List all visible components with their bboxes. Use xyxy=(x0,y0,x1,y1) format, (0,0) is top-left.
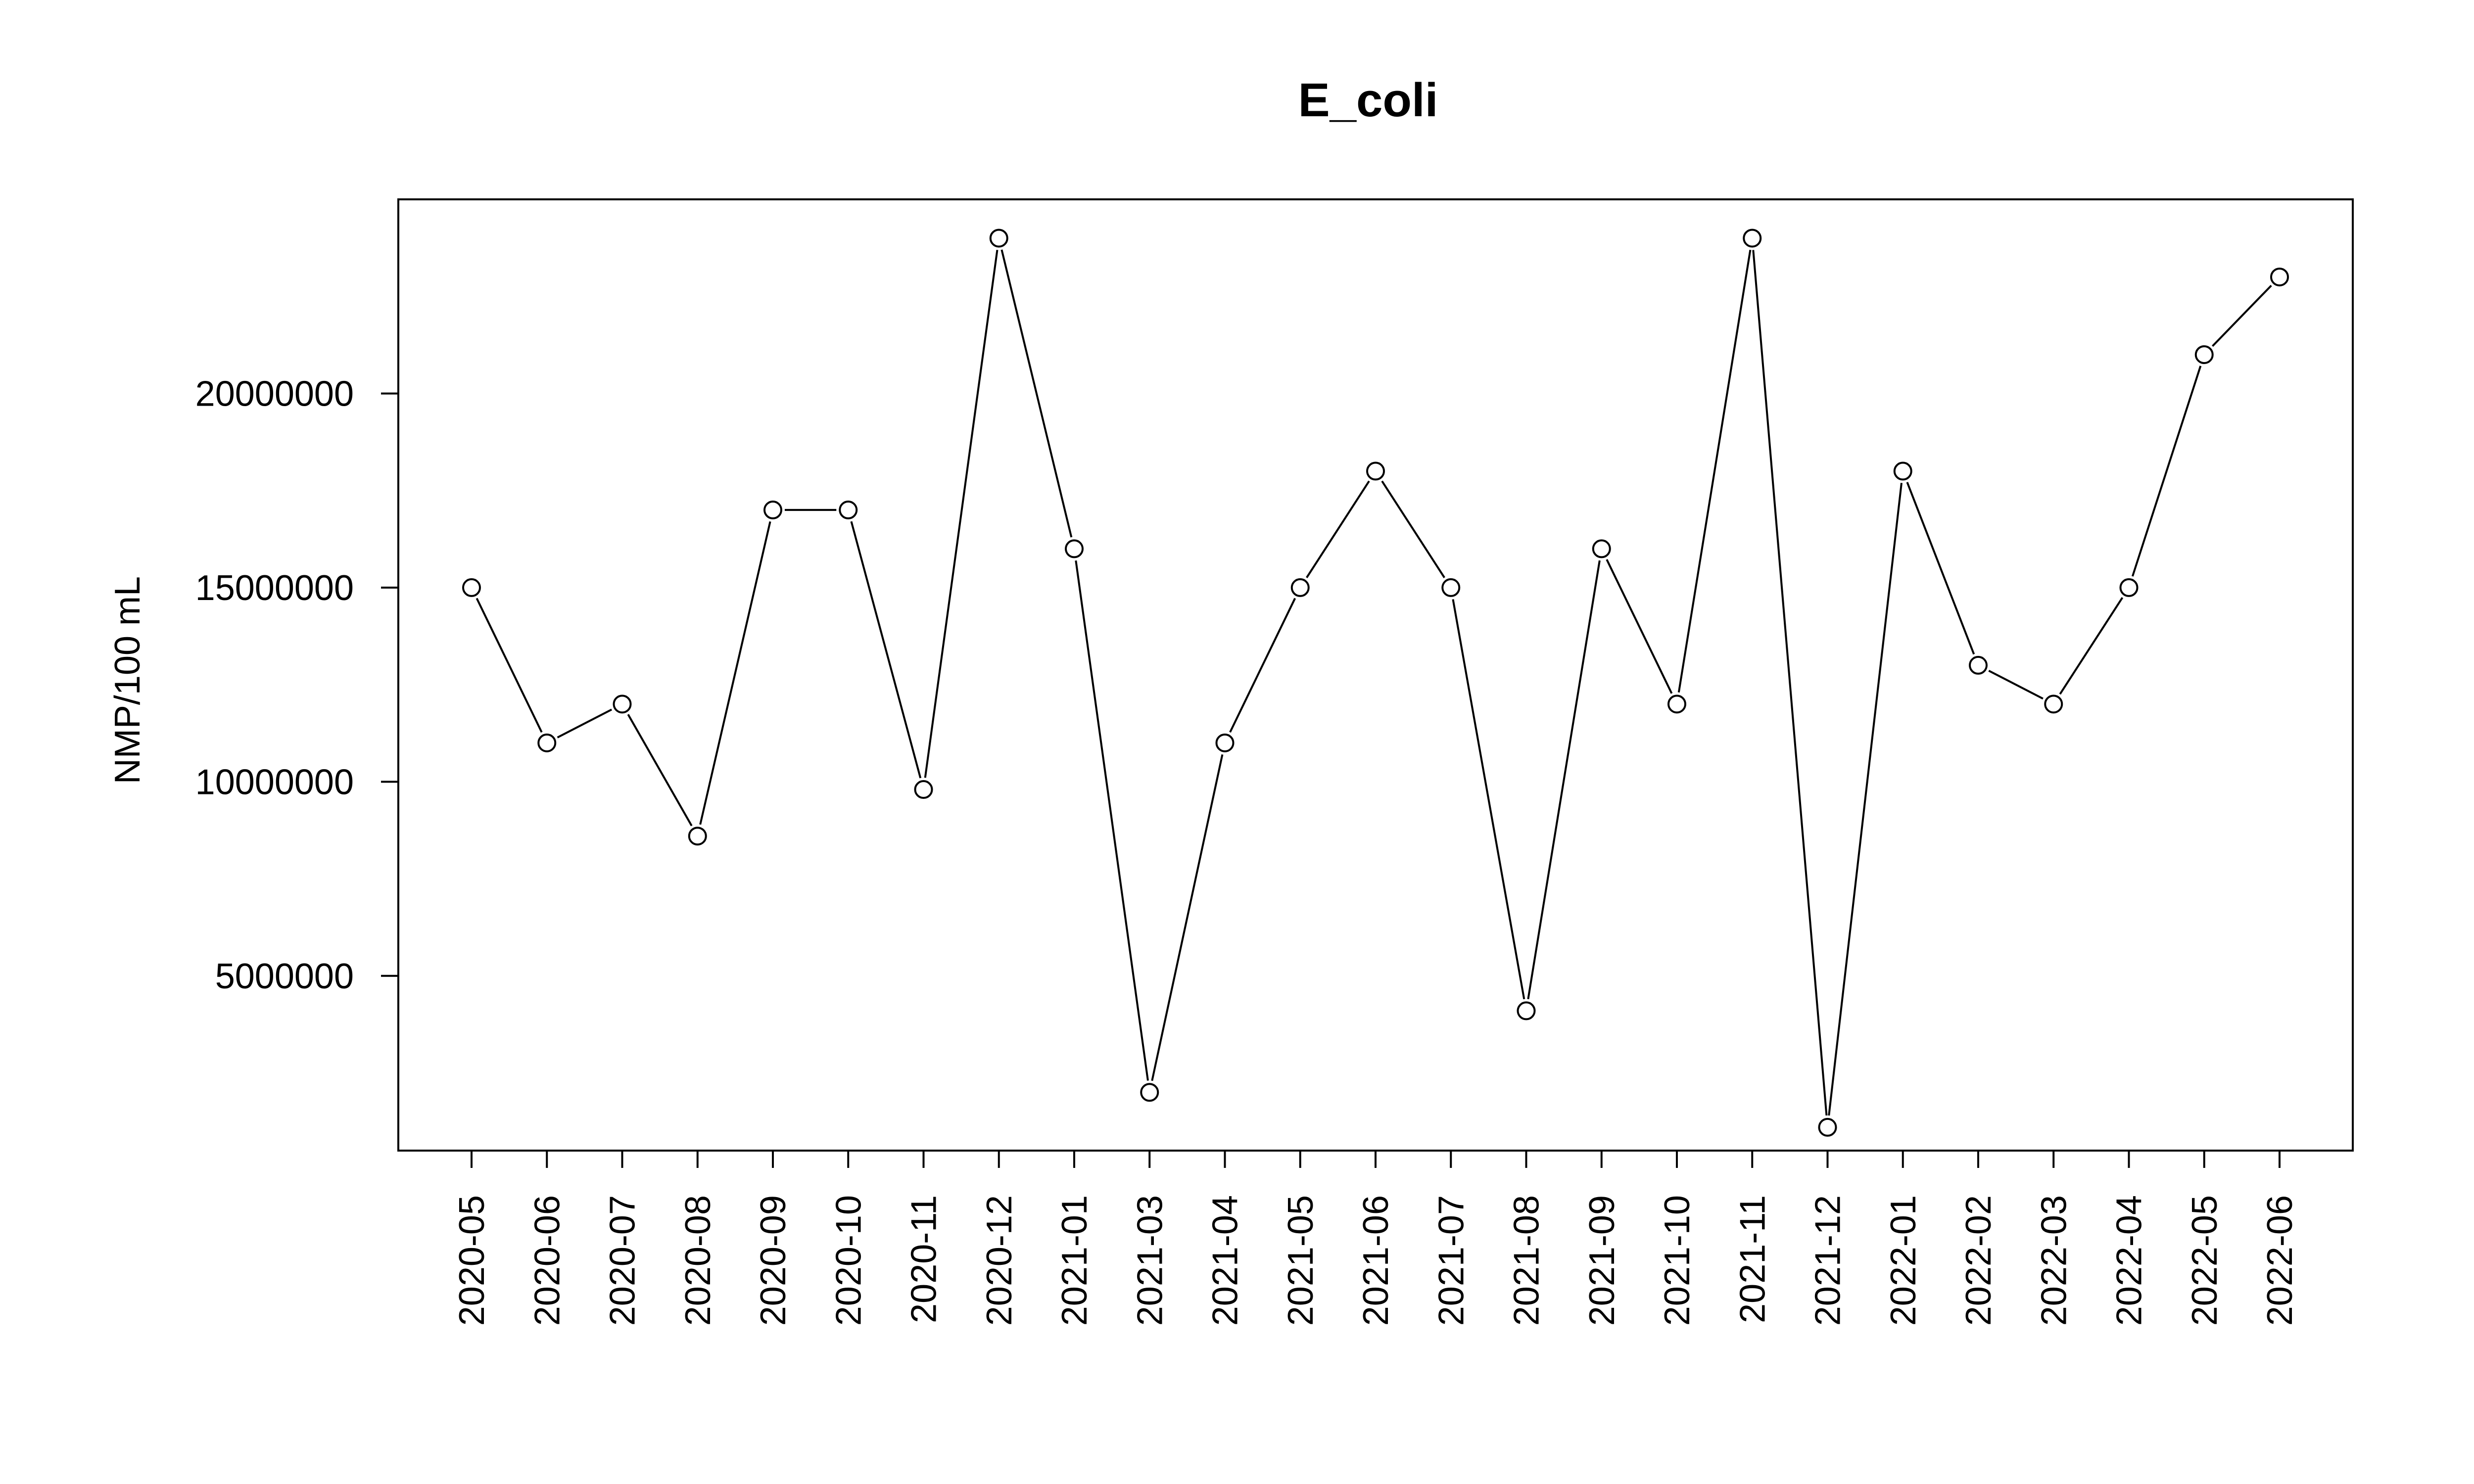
data-point xyxy=(763,500,782,519)
data-point xyxy=(1969,655,1988,675)
x-tick-label: 2021-12 xyxy=(1808,1195,1848,1326)
x-tick-label: 2021-07 xyxy=(1431,1195,1471,1326)
line-segment xyxy=(699,521,771,825)
data-point xyxy=(839,500,858,519)
data-point xyxy=(1215,733,1235,752)
line-segment xyxy=(1381,480,1445,578)
x-tick-label: 2020-11 xyxy=(904,1195,944,1323)
data-point xyxy=(2044,695,2063,714)
x-axis: 2020-05 2020-06 2020-07 2020-08 2020-09 2020-… xyxy=(452,1150,2300,1326)
line-segment xyxy=(2131,366,2202,577)
line-segment xyxy=(1075,560,1149,1081)
x-tick-label: 2020-10 xyxy=(829,1195,868,1326)
x-tick-label: 2022-03 xyxy=(2034,1195,2074,1326)
data-point xyxy=(1893,462,1912,481)
x-tick-label: 2021-04 xyxy=(1206,1195,1245,1326)
y-tick-label: 20000000 xyxy=(195,374,354,414)
data-point xyxy=(1517,1001,1536,1020)
y-axis-label: NMP/100 mL xyxy=(108,576,147,784)
line-segment xyxy=(1527,560,1601,1000)
line-segment xyxy=(557,708,613,739)
data-point xyxy=(1743,229,1762,248)
line-segment xyxy=(850,521,922,779)
x-tick-label: 2022-04 xyxy=(2110,1195,2149,1326)
line-segment xyxy=(627,714,693,827)
data-point xyxy=(1065,539,1084,558)
x-tick-label: 2022-06 xyxy=(2260,1195,2300,1326)
line-segment xyxy=(1606,559,1673,694)
x-tick-label: 2021-08 xyxy=(1507,1195,1547,1326)
line-segment xyxy=(924,249,999,778)
x-tick-label: 2020-09 xyxy=(754,1195,793,1326)
data-point xyxy=(462,578,481,597)
series-line xyxy=(462,229,2289,1137)
x-tick-label: 2021-05 xyxy=(1281,1195,1321,1326)
data-point xyxy=(2270,267,2289,286)
data-point xyxy=(688,827,707,846)
y-axis: 5000000 10000000 15000000 20000000 xyxy=(195,374,398,996)
x-tick-label: 2021-09 xyxy=(1582,1195,1622,1326)
data-point xyxy=(1667,695,1686,714)
line-segment xyxy=(1988,670,2044,700)
data-point xyxy=(1441,578,1461,597)
data-point xyxy=(989,229,1008,248)
line-segment xyxy=(1151,754,1224,1081)
line-segment xyxy=(1452,599,1525,1000)
x-tick-label: 2021-03 xyxy=(1130,1195,1170,1326)
data-point xyxy=(1290,578,1310,597)
x-tick-label: 2020-06 xyxy=(527,1195,567,1326)
data-point xyxy=(1818,1117,1837,1137)
x-tick-label: 2021-10 xyxy=(1658,1195,1697,1326)
y-tick-label: 5000000 xyxy=(215,957,354,996)
line-segment xyxy=(1000,249,1073,538)
line-segment xyxy=(1229,598,1296,733)
x-tick-label: 2020-05 xyxy=(452,1195,492,1326)
data-point xyxy=(1140,1083,1159,1102)
data-point xyxy=(914,780,933,799)
plot-frame xyxy=(397,198,2354,1152)
x-tick-label: 2020-07 xyxy=(603,1195,643,1326)
y-tick-label: 15000000 xyxy=(195,568,354,608)
line-segment xyxy=(2212,284,2272,347)
chart-title: E_coli xyxy=(1298,74,1438,127)
x-tick-label: 2020-12 xyxy=(980,1195,1019,1326)
line-segment xyxy=(476,598,543,733)
data-point xyxy=(2194,345,2214,364)
y-tick-label: 10000000 xyxy=(195,762,354,802)
line-segment xyxy=(1306,480,1370,578)
line-segment xyxy=(1677,249,1752,693)
x-tick-label: 2020-08 xyxy=(678,1195,718,1326)
x-tick-label: 2022-02 xyxy=(1959,1195,1998,1326)
x-tick-label: 2022-01 xyxy=(1884,1195,1923,1326)
line-segment xyxy=(1828,483,1903,1116)
x-tick-label: 2021-01 xyxy=(1055,1195,1094,1326)
data-point xyxy=(1366,462,1385,481)
data-point xyxy=(537,733,557,752)
line-segment xyxy=(1752,250,1828,1116)
data-point xyxy=(613,695,632,714)
line-segment xyxy=(1906,482,1975,655)
x-tick-label: 2022-05 xyxy=(2185,1195,2225,1326)
line-segment xyxy=(2059,597,2124,695)
x-tick-label: 2021-11 xyxy=(1733,1195,1772,1323)
x-tick-label: 2021-06 xyxy=(1356,1195,1396,1326)
data-point xyxy=(2119,578,2139,597)
data-point xyxy=(1592,539,1611,558)
